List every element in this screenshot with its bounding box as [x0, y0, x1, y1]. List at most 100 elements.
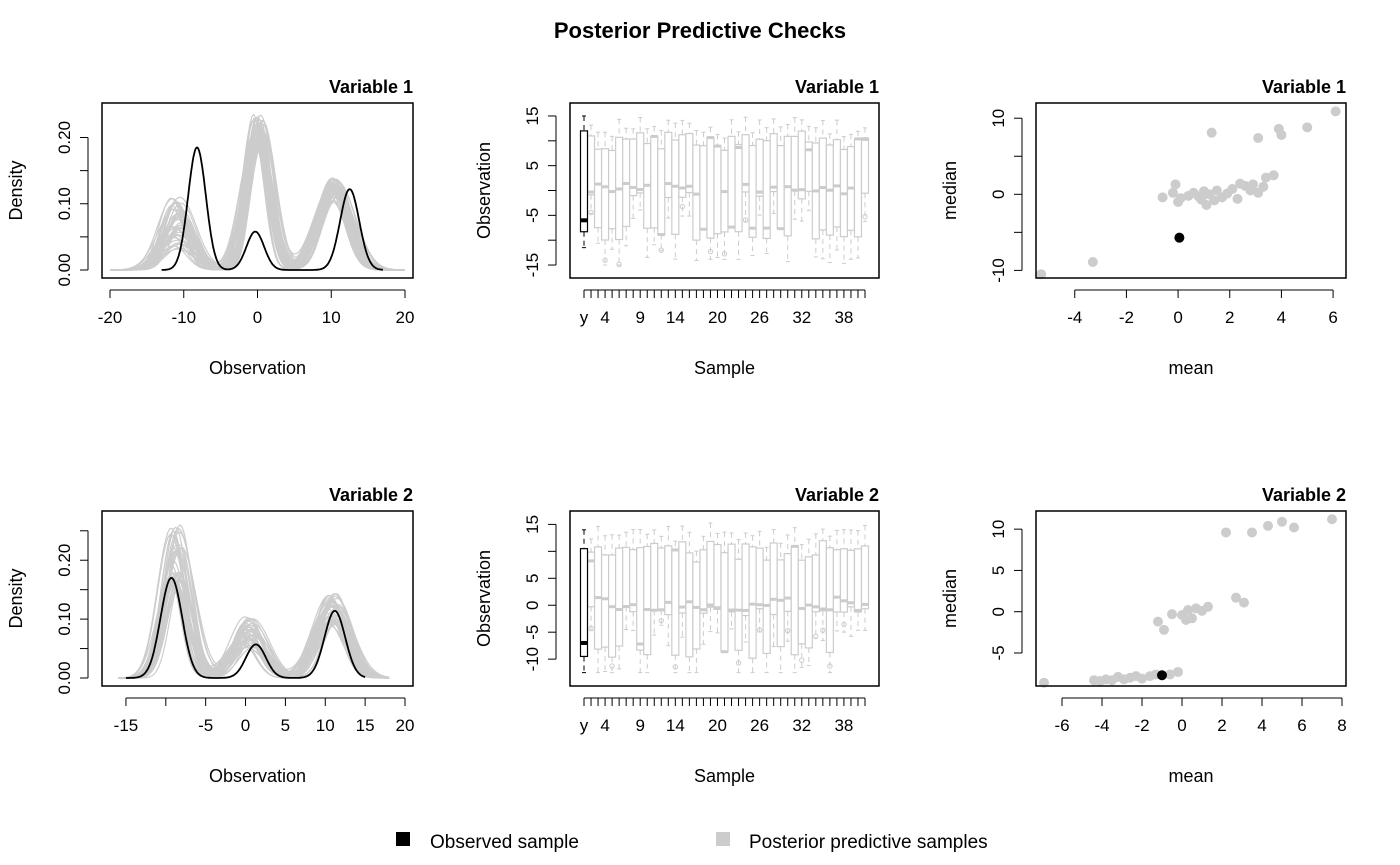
outlier-point [588, 209, 594, 216]
panel-scatter-1: -4 -2 0 2 4 6 -10 0 10 Variable 1 mean median [940, 77, 1347, 378]
posterior-point [1170, 179, 1181, 190]
y-tick-label: 0.10 [55, 187, 74, 220]
plot-frame [101, 510, 414, 687]
posterior-box-box [804, 556, 813, 649]
posterior-box-box [607, 149, 617, 230]
y-axis-label: Observation [474, 142, 494, 239]
y-axis-label: Observation [474, 550, 494, 647]
posterior-box-box [586, 135, 596, 196]
x-axis-label: Observation [209, 766, 306, 786]
outlier-point [735, 660, 742, 666]
posterior-density-line [118, 574, 390, 679]
posterior-box-box [713, 145, 722, 235]
observed-point [1174, 232, 1185, 243]
y-tick-label: 15 [523, 107, 542, 126]
posterior-point [1167, 609, 1177, 620]
y-tick-label: -5 [523, 208, 542, 223]
posterior-box-box [657, 148, 666, 236]
posterior-point [1232, 193, 1243, 204]
posterior-box-box [643, 545, 652, 656]
figure-title: Posterior Predictive Checks [554, 18, 846, 43]
panel-box-2: y 4 9 14 20 26 32 38 -10 -5 0 5 15 Variable 2 Sample Ob… [474, 485, 880, 786]
posterior-point [1153, 616, 1163, 627]
y-tick-label: 0 [989, 607, 1008, 616]
x-tick-label: 0 [253, 308, 262, 327]
posterior-point [1231, 592, 1241, 603]
x-tick-label: 0 [241, 716, 250, 735]
outlier-point [707, 248, 714, 255]
legend-swatch-posterior [716, 832, 730, 846]
posterior-point [1247, 527, 1257, 538]
posterior-point [1039, 677, 1049, 688]
panel-title: Variable 2 [1262, 485, 1346, 505]
panel-title: Variable 2 [329, 485, 413, 505]
posterior-box-box [727, 135, 736, 228]
posterior-box-box [846, 549, 856, 608]
posterior-point [1173, 666, 1183, 677]
legend-swatch-observed [396, 832, 410, 846]
y-tick-label: 10 [989, 109, 1008, 128]
posterior-box-box [622, 546, 631, 608]
posterior-box-box [748, 546, 757, 659]
x-tick-label: -10 [171, 308, 196, 327]
x-tick-label: 4 [600, 716, 609, 735]
x-tick-label: 2 [1217, 716, 1226, 735]
observed-density-line [125, 576, 366, 679]
posterior-box-box [741, 543, 750, 617]
outlier-point [588, 625, 594, 631]
posterior-point [1277, 516, 1287, 527]
posterior-box-box [818, 137, 827, 231]
x-axis-label: mean [1168, 766, 1213, 786]
posterior-box-box [657, 547, 666, 611]
posterior-box-box [790, 545, 799, 656]
posterior-box-box [748, 144, 757, 238]
posterior-box-box [860, 137, 870, 194]
posterior-box-box [832, 139, 842, 228]
posterior-point [1206, 127, 1217, 138]
posterior-point [1181, 614, 1191, 625]
y-axis-label: Density [6, 568, 26, 628]
outlier-point [721, 251, 728, 257]
y-axis-label: median [940, 161, 960, 220]
x-tick-label: 4 [600, 308, 609, 327]
y-tick-label: 0.20 [55, 121, 74, 154]
x-tick-label: 20 [708, 308, 727, 327]
x-tick-label: 32 [792, 716, 811, 735]
posterior-point [1258, 181, 1269, 192]
posterior-point [1036, 269, 1047, 280]
posterior-box-box [629, 549, 638, 613]
observed-box-box [579, 130, 589, 233]
x-tick-label: -15 [114, 716, 139, 735]
posterior-box-box [853, 138, 863, 238]
posterior-point [1268, 170, 1279, 181]
y-tick-label: -10 [523, 647, 542, 672]
posterior-density-line [110, 124, 405, 271]
posterior-point [1330, 106, 1341, 117]
posterior-box-box [727, 543, 736, 613]
outlier-point [609, 663, 615, 669]
posterior-box-box [832, 549, 842, 613]
posterior-point [1302, 122, 1313, 133]
posterior-point [1203, 601, 1213, 612]
posterior-box-box [664, 545, 673, 616]
x-tick-label: 9 [635, 716, 644, 735]
x-tick-label: 38 [834, 308, 853, 327]
posterior-box-box [734, 143, 743, 233]
observed-box-box [579, 548, 589, 658]
x-tick-label: 10 [322, 308, 341, 327]
posterior-box-box [790, 135, 799, 192]
panel-density-2: -15 -5 0 5 10 15 20 0.00 0.10 0.20 Variable 2 Obser… [6, 485, 414, 786]
x-tick-label: 14 [666, 716, 685, 735]
y-tick-label: -5 [523, 625, 542, 640]
posterior-box-box [636, 547, 645, 651]
y-tick-label: 5 [989, 566, 1008, 575]
posterior-point [1253, 133, 1264, 143]
outlier-point [862, 213, 868, 220]
x-tick-label: -2 [1134, 716, 1149, 735]
posterior-density-line [118, 576, 390, 679]
legend-label-observed: Observed sample [430, 832, 579, 853]
outlier-point [756, 627, 763, 633]
x-axis-label: Sample [694, 358, 755, 378]
outlier-point [658, 617, 664, 624]
